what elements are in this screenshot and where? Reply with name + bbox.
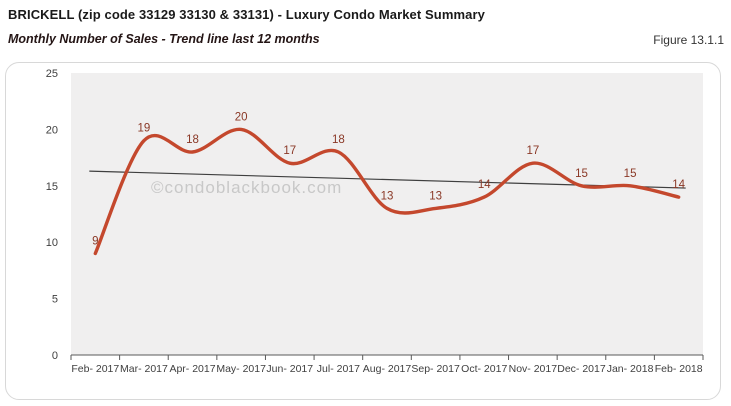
data-point-label: 20	[235, 111, 248, 123]
x-axis-label: Jun- 2017	[266, 363, 313, 375]
data-point-label: 14	[672, 179, 685, 191]
x-axis-label: Dec- 2017	[557, 363, 606, 375]
x-axis-label: Apr- 2017	[169, 363, 215, 375]
x-axis-label: Mar- 2017	[120, 363, 168, 375]
figure-number-label: Figure 13.1.1	[653, 33, 724, 47]
x-axis-label: May- 2017	[216, 363, 266, 375]
data-point-label: 18	[332, 134, 345, 146]
data-point-label: 13	[429, 190, 442, 202]
x-axis-label: Feb- 2018	[655, 363, 703, 375]
x-axis-label: Aug- 2017	[363, 363, 412, 375]
x-axis-label: Oct- 2017	[461, 363, 507, 375]
x-axis-label: Nov- 2017	[509, 363, 558, 375]
y-axis-label: 20	[46, 124, 58, 136]
chart-subtitle: Monthly Number of Sales - Trend line las…	[8, 32, 320, 46]
y-axis-label: 25	[46, 68, 58, 80]
data-point-label: 17	[526, 145, 539, 157]
y-axis-label: 15	[46, 181, 58, 193]
series-line	[93, 127, 681, 256]
plot-area	[71, 73, 703, 355]
y-axis-label: 0	[52, 350, 58, 362]
x-axis-label: Jul- 2017	[317, 363, 360, 375]
data-point-label: 9	[92, 235, 98, 247]
data-point-label: 18	[186, 134, 199, 146]
chart-panel: ©condoblackbook.com 0 5 10 15 20 25 Feb- 2017 Ma…	[5, 62, 721, 400]
data-point-label: 15	[575, 168, 588, 180]
data-point-label: 13	[381, 190, 394, 202]
y-axis-label: 10	[46, 237, 58, 249]
data-point-label: 15	[624, 168, 637, 180]
watermark-text: ©condoblackbook.com	[151, 178, 342, 197]
x-axis-label: Feb- 2017	[71, 363, 119, 375]
page-title: BRICKELL (zip code 33129 33130 & 33131) …	[8, 7, 485, 22]
x-axis-label: Jan- 2018	[607, 363, 654, 375]
x-axis-label: Sep- 2017	[411, 363, 460, 375]
data-point-label: 17	[283, 145, 296, 157]
data-point-label: 14	[478, 179, 491, 191]
data-point-label: 19	[138, 123, 151, 135]
y-axis-label: 5	[52, 294, 58, 306]
